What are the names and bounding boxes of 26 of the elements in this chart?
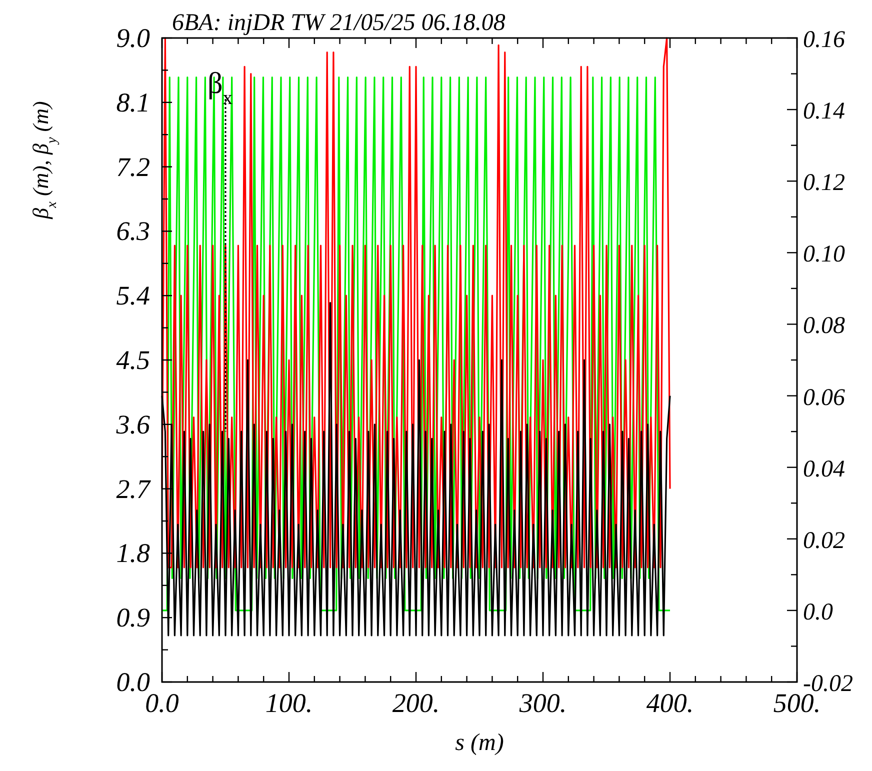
y2-tick-label: 0.14 (803, 98, 845, 125)
y2-tick-label: 0.08 (803, 313, 845, 340)
y-tick-label: 0.9 (116, 602, 150, 633)
y2-tick-label: 0.12 (803, 170, 845, 196)
y-tick-label: 6.3 (116, 216, 150, 246)
y-tick-label: 3.6 (115, 409, 150, 440)
x-tick-label: 400. (646, 688, 694, 718)
y2-tick-label: 0.0 (803, 599, 833, 626)
chart-title: 6BA: injDR TW 21/05/25 06.18.08 (172, 10, 506, 36)
y-tick-label: 2.7 (116, 474, 152, 504)
y-tick-label: 1.8 (116, 538, 150, 568)
y-tick-label: 0.0 (116, 667, 150, 697)
y-tick-label: 7.2 (116, 152, 150, 182)
y2-tick-label: 0.06 (803, 384, 845, 411)
x-axis-title: s (m) (455, 730, 504, 756)
x-tick-label: 100. (265, 688, 313, 718)
y-tick-label: 4.5 (116, 345, 150, 375)
y2-tick-label: 0.10 (803, 242, 845, 268)
y2-tick-label: 0.04 (803, 456, 845, 482)
x-tick-label: 300. (518, 688, 567, 718)
y-tick-label: 8.1 (116, 87, 150, 118)
y2-tick-label: 0.02 (803, 528, 845, 554)
y-tick-label: 9.0 (116, 23, 150, 53)
y2-tick-label: 0.16 (803, 27, 845, 53)
x-tick-label: 200. (392, 688, 440, 718)
y-tick-label: 5.4 (116, 280, 150, 311)
